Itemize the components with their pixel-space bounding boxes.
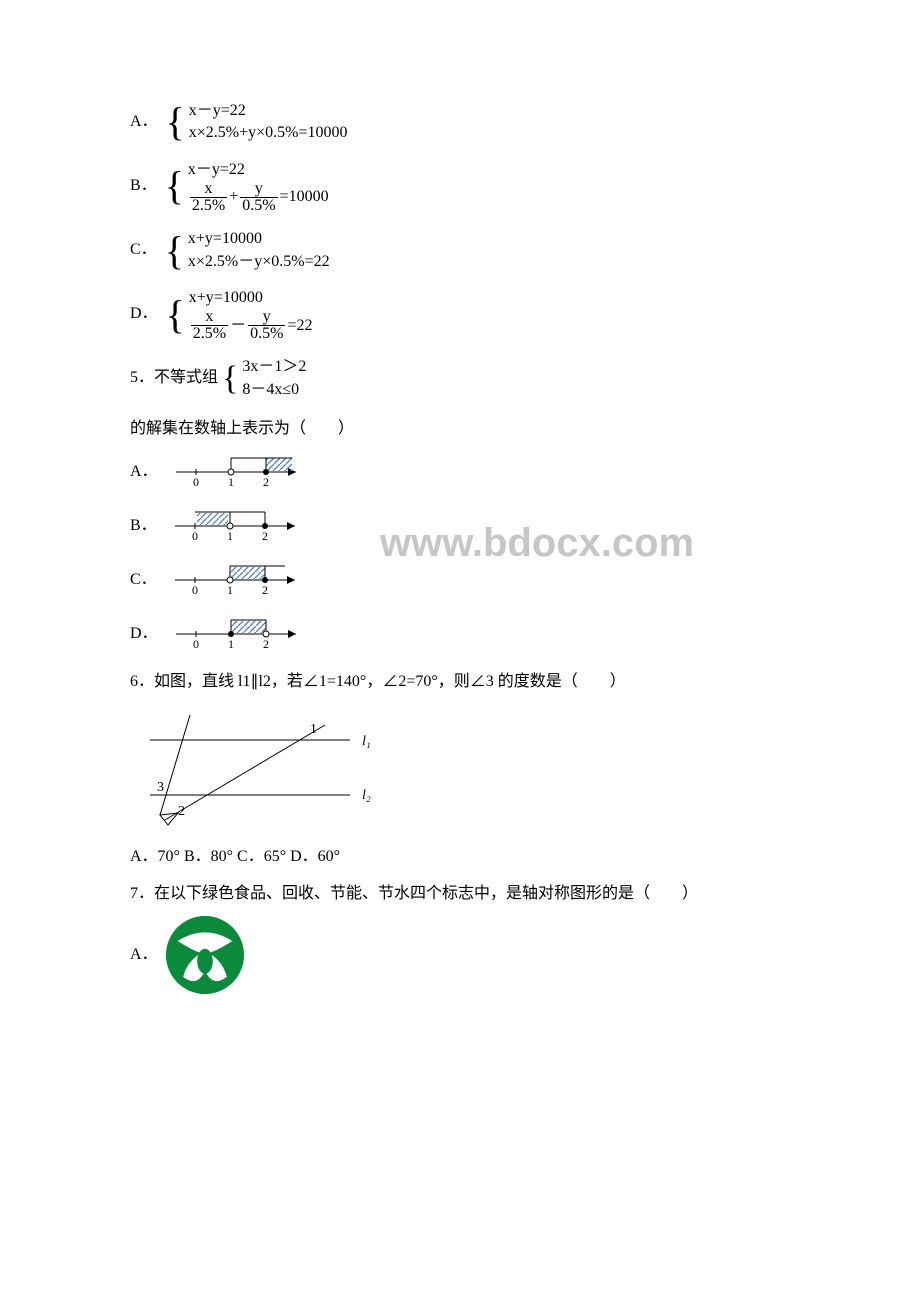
svg-text:2: 2 — [262, 583, 268, 597]
q5-before: 5．不等式组 — [130, 364, 218, 393]
option-b-row2: x 2.5% + y 0.5% =10000 — [188, 181, 329, 214]
svg-text:1: 1 — [310, 722, 317, 737]
svg-text:0: 0 — [192, 529, 198, 543]
q5-option-d: D． 0 1 2 — [130, 614, 790, 654]
svg-text:1: 1 — [227, 529, 233, 543]
option-a-row1: x－y=22 — [189, 100, 348, 122]
q5-option-a: A． 0 1 2 — [130, 452, 790, 492]
brace-icon: { — [165, 166, 184, 206]
svg-text:2: 2 — [263, 637, 269, 651]
option-b-row1: x－y=22 — [188, 159, 329, 181]
brace-icon: { — [165, 231, 184, 271]
number-line-c-icon: 0 1 2 — [165, 560, 315, 600]
number-line-d-icon: 0 1 2 — [166, 614, 316, 654]
page-content: A． { x－y=22 x×2.5%+y×0.5%=10000 B． { x－y… — [0, 0, 920, 1068]
svg-text:2: 2 — [178, 804, 185, 819]
fraction: y 0.5% — [240, 181, 277, 214]
q7-text: 7．在以下绿色食品、回收、节能、节水四个标志中，是轴对称图形的是（ ） — [130, 880, 790, 909]
fraction: y 0.5% — [248, 309, 285, 342]
svg-text:0: 0 — [193, 475, 199, 489]
green-food-logo-icon — [166, 916, 244, 994]
option-b-label: B． — [130, 172, 157, 201]
fraction: x 2.5% — [190, 181, 227, 214]
option-a: A． { x－y=22 x×2.5%+y×0.5%=10000 — [130, 100, 790, 145]
brace-icon: { — [166, 295, 185, 335]
svg-text:0: 0 — [192, 583, 198, 597]
option-d-label: D． — [130, 300, 158, 329]
option-d-row2: x 2.5% － y 0.5% =22 — [189, 309, 313, 342]
svg-text:0: 0 — [193, 637, 199, 651]
option-c: C． { x+y=10000 x×2.5%－y×0.5%=22 — [130, 228, 790, 273]
svg-text:3: 3 — [157, 780, 164, 795]
svg-text:1: 1 — [228, 475, 234, 489]
brace-icon: { — [166, 102, 185, 142]
q5-option-c: C． 0 1 2 — [130, 560, 790, 600]
option-a-system: x－y=22 x×2.5%+y×0.5%=10000 — [189, 100, 348, 145]
option-d-row1: x+y=10000 — [189, 287, 313, 309]
q5-system: 3x－1＞2 8－4x≤0 — [242, 356, 306, 401]
svg-text:l₁: l₁ — [362, 734, 371, 749]
option-a-label: A． — [130, 108, 158, 137]
q5-stem: 5．不等式组 { 3x－1＞2 8－4x≤0 — [130, 356, 790, 401]
svg-text:2: 2 — [263, 475, 269, 489]
number-line-a-icon: 0 1 2 — [166, 452, 316, 492]
q7-option-a: A． — [130, 916, 790, 994]
option-b-system: x－y=22 x 2.5% + y 0.5% =10000 — [188, 159, 329, 214]
option-b: B． { x－y=22 x 2.5% + y 0.5% =10000 — [130, 159, 790, 214]
option-d: D． { x+y=10000 x 2.5% － y 0.5% =22 — [130, 287, 790, 342]
svg-text:l₂: l₂ — [362, 788, 371, 803]
option-a-row2: x×2.5%+y×0.5%=10000 — [189, 122, 348, 144]
option-c-system: x+y=10000 x×2.5%－y×0.5%=22 — [188, 228, 330, 273]
number-line-b-icon: 0 1 2 — [165, 506, 315, 546]
option-d-system: x+y=10000 x 2.5% － y 0.5% =22 — [189, 287, 313, 342]
q5-after: 的解集在数轴上表示为（ ） — [130, 415, 790, 444]
svg-text:1: 1 — [228, 637, 234, 651]
option-c-label: C． — [130, 236, 157, 265]
parallel-lines-icon: 1 l₁ 3 l₂ 2 — [130, 705, 390, 835]
q6-answers: A．70° B．80° C．65° D．60° — [130, 843, 790, 872]
q6-text: 6．如图，直线 l1∥l2，若∠1=140°，∠2=70°，则∠3 的度数是（ … — [130, 668, 790, 697]
svg-text:1: 1 — [227, 583, 233, 597]
option-c-row2: x×2.5%－y×0.5%=22 — [188, 251, 330, 273]
svg-text:2: 2 — [262, 529, 268, 543]
q6-figure: 1 l₁ 3 l₂ 2 — [130, 705, 790, 835]
q5-option-b: B． 0 1 2 — [130, 506, 790, 546]
option-c-row1: x+y=10000 — [188, 228, 330, 250]
fraction: x 2.5% — [191, 309, 228, 342]
brace-icon: { — [222, 362, 238, 396]
